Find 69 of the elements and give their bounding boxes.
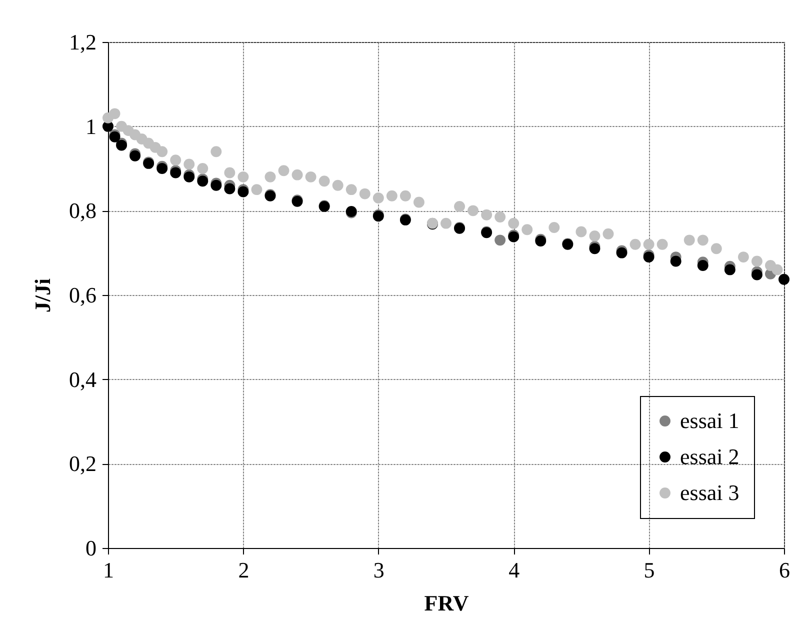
point (251, 184, 262, 196)
y-axis-title: J/Ji (30, 278, 55, 313)
point (292, 169, 303, 180)
y-tick-label: 0,8 (69, 198, 96, 224)
point (264, 171, 276, 182)
point (751, 256, 762, 267)
point (576, 226, 587, 238)
point (359, 188, 370, 200)
y-tick-label: 0,2 (69, 451, 96, 476)
point (778, 274, 790, 285)
point (278, 165, 290, 176)
point (643, 238, 654, 250)
point (684, 234, 695, 246)
point (184, 158, 195, 170)
point (602, 228, 614, 240)
point (468, 205, 479, 216)
point (738, 252, 749, 263)
point (724, 264, 736, 276)
point (670, 256, 682, 267)
point (372, 192, 384, 204)
point (318, 176, 330, 187)
point (710, 243, 722, 254)
point (224, 167, 236, 178)
point (697, 260, 708, 271)
point (508, 218, 520, 229)
point (224, 183, 236, 194)
x-tick-label: 3 (373, 558, 384, 582)
point (548, 222, 560, 233)
x-tick-label: 5 (644, 558, 655, 582)
legend-label: essai 1 (680, 408, 740, 433)
point (643, 252, 654, 263)
x-tick-label: 6 (779, 558, 790, 582)
point (494, 234, 506, 246)
y-tick-label: 0 (86, 536, 96, 560)
point (440, 218, 452, 229)
x-axis-title: FRV (424, 590, 469, 616)
y-tick-label: 0,4 (69, 366, 96, 392)
point (386, 190, 398, 202)
x-tick-label: 1 (103, 558, 114, 582)
point (656, 238, 668, 250)
point (589, 243, 600, 254)
point (346, 184, 357, 196)
y-tick-label: 0,6 (69, 282, 96, 308)
point (522, 224, 533, 236)
point (210, 146, 222, 158)
point (413, 196, 424, 208)
point (697, 234, 708, 246)
point (170, 154, 182, 166)
y-tick-label: 1,2 (69, 30, 96, 54)
point (238, 171, 249, 182)
point (751, 269, 762, 280)
point (454, 200, 465, 212)
point (197, 163, 208, 174)
point (305, 171, 316, 182)
point (400, 190, 411, 202)
legend-label: essai 2 (680, 444, 740, 469)
point (772, 264, 783, 276)
point (156, 163, 168, 174)
x-tick-label: 2 (238, 558, 250, 582)
y-tick-label: 1 (86, 114, 96, 139)
point (332, 180, 344, 191)
x-tick-label: 4 (508, 558, 520, 582)
point (630, 238, 641, 250)
point (156, 146, 168, 158)
point (481, 209, 492, 220)
point (109, 108, 120, 120)
legend-label: essai 3 (680, 480, 740, 505)
point (494, 212, 506, 222)
point (589, 230, 600, 242)
